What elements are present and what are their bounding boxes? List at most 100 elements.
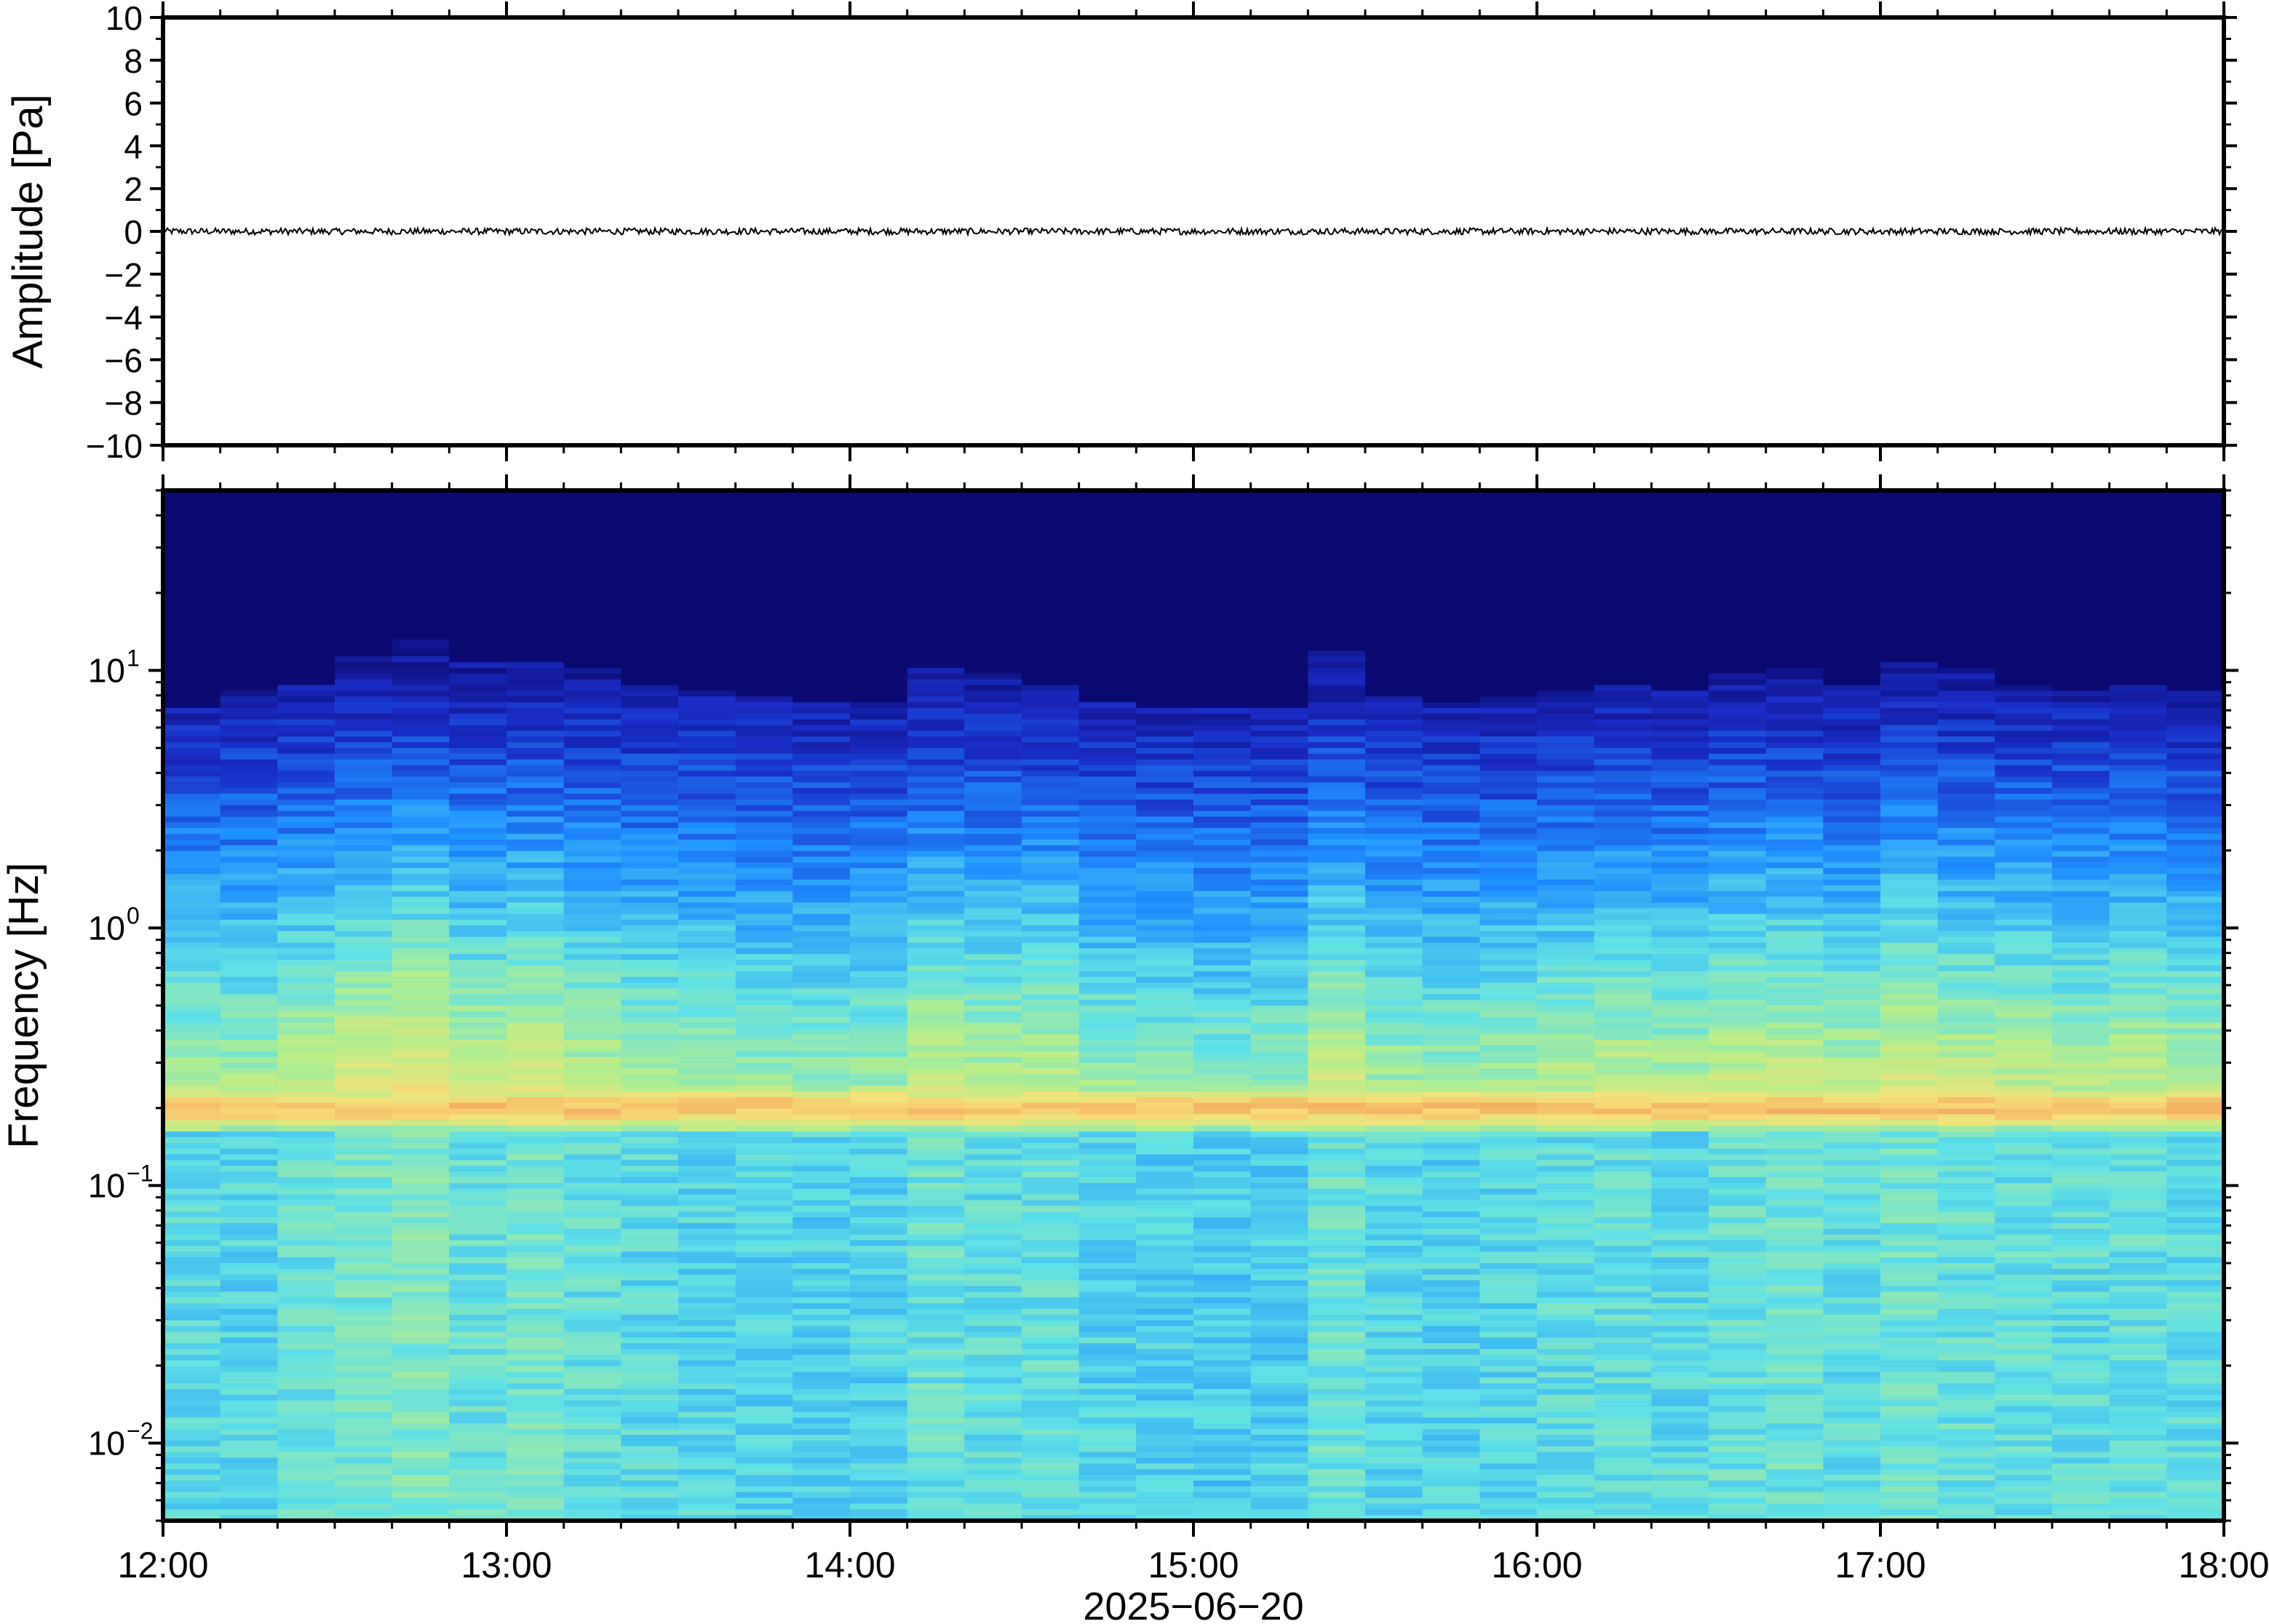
spectrogram-cell <box>1365 519 1423 525</box>
spectrogram-cell <box>1651 1126 1709 1132</box>
spectrogram-cell <box>277 1515 335 1521</box>
spectrogram-cell <box>392 679 450 686</box>
spectrogram-cell <box>563 1263 621 1270</box>
spectrogram-cell <box>1078 925 1137 932</box>
spectrogram-cell <box>1078 1497 1137 1504</box>
spectrogram-cell <box>1651 839 1709 846</box>
spectrogram-cell <box>1022 1349 1080 1356</box>
spectrogram-cell <box>1078 1108 1137 1115</box>
spectrogram-cell <box>1709 587 1767 594</box>
spectrogram-cell <box>392 1435 450 1441</box>
spectrogram-cell <box>735 1154 793 1161</box>
spectrogram-cell <box>335 1297 393 1304</box>
spectrogram-cell <box>678 742 736 749</box>
spectrogram-cell <box>392 1469 450 1476</box>
spectrogram-cell <box>792 639 851 645</box>
spectrogram-cell <box>163 667 221 674</box>
spectrogram-cell <box>449 1228 507 1235</box>
spectrogram-cell <box>678 828 736 835</box>
spectrogram-cell <box>792 1182 851 1190</box>
spectrogram-cell <box>277 1056 335 1064</box>
spectrogram-cell <box>1022 616 1080 623</box>
spectrogram-cell <box>1365 1211 1423 1218</box>
spectrogram-cell <box>1537 536 1595 543</box>
spectrogram-cell <box>163 1154 221 1161</box>
spectrogram-cell <box>1308 530 1366 537</box>
spectrogram-cell <box>277 1142 335 1150</box>
spectrogram-cell <box>1594 1257 1652 1264</box>
spectrogram-cell <box>1651 1142 1709 1150</box>
spectrogram-cell <box>1709 799 1767 806</box>
spectrogram-cell <box>678 1286 736 1292</box>
spectrogram-cell <box>220 1440 278 1447</box>
spectrogram-cell <box>621 1177 679 1184</box>
spectrogram-cell <box>1193 1400 1252 1407</box>
spectrogram-cell <box>850 1377 908 1384</box>
spectrogram-cell <box>850 1326 908 1332</box>
spectrogram-cell <box>1308 1475 1366 1481</box>
spectrogram-cell <box>1479 1222 1538 1230</box>
spectrogram-cell <box>907 1154 965 1161</box>
spectrogram-cell <box>335 1314 393 1321</box>
spectrogram-cell <box>907 925 965 932</box>
spectrogram-cell <box>1422 645 1480 651</box>
spectrogram-cell <box>220 994 278 1000</box>
spectrogram-cell <box>220 621 278 629</box>
spectrogram-cell <box>1250 1022 1308 1030</box>
spectrogram-cell <box>392 954 450 960</box>
spectrogram-cell <box>1308 553 1366 560</box>
spectrogram-cell <box>792 914 851 920</box>
spectrogram-cell <box>449 679 507 686</box>
spectrogram-cell <box>1193 610 1252 617</box>
spectrogram-cell <box>1078 1160 1137 1166</box>
spectrogram-cell <box>850 851 908 858</box>
spectrogram-cell <box>1078 1360 1137 1367</box>
spectrogram-cell <box>1594 1206 1652 1212</box>
spectrogram-cell <box>792 874 851 880</box>
spectrogram-cell <box>621 765 679 772</box>
spectrogram-cell <box>392 690 450 697</box>
spectrogram-cell <box>1308 1148 1366 1155</box>
spectrogram-cell <box>1709 1034 1767 1040</box>
spectrogram-cell <box>1193 1446 1252 1453</box>
spectrogram-cell <box>1308 1074 1366 1080</box>
spectrogram-cell <box>1537 782 1595 789</box>
spectrogram-cell <box>1479 621 1538 629</box>
spectrogram-cell <box>1022 782 1080 789</box>
spectrogram-cell <box>563 1051 621 1058</box>
spectrogram-cell <box>964 1228 1022 1235</box>
spectrogram-cell <box>621 805 679 812</box>
spectrogram-cell <box>1651 1480 1709 1487</box>
spectrogram-cell <box>1022 1211 1080 1218</box>
spectrogram-cell <box>1709 530 1767 537</box>
spectrogram-cell <box>907 942 965 949</box>
spectrogram-cell <box>1422 1154 1480 1161</box>
spectrogram-cell <box>792 570 851 577</box>
spectrogram-cell <box>1479 936 1538 944</box>
spectrogram-cell <box>563 1457 621 1464</box>
spectrogram-cell <box>1479 845 1538 852</box>
spectrogram-cell <box>1078 1308 1137 1315</box>
spectrogram-cell <box>964 1006 1022 1012</box>
spectrogram-cell <box>1078 868 1137 875</box>
spectrogram-cell <box>220 576 278 583</box>
spectrogram-cell <box>1537 920 1595 926</box>
spectrogram-cell <box>1078 1297 1137 1304</box>
spectrogram-cell <box>163 776 221 783</box>
spectrogram-cell <box>1250 1206 1308 1212</box>
spectrogram-cell <box>1422 1080 1480 1086</box>
spectrogram-cell <box>792 1154 851 1161</box>
spectrogram-cell <box>1022 610 1080 617</box>
spectrogram-cell <box>1022 902 1080 909</box>
spectrogram-cell <box>621 507 679 514</box>
spectrogram-cell <box>163 1383 221 1390</box>
spectrogram-cell <box>506 1034 565 1040</box>
spectrogram-cell <box>220 1286 278 1292</box>
spectrogram-cell <box>1193 1246 1252 1252</box>
spectrogram-cell <box>449 788 507 795</box>
spectrogram-cell <box>907 656 965 663</box>
spectrogram-cell <box>220 1206 278 1212</box>
spectrogram-cell <box>392 1440 450 1447</box>
spectrogram-cell <box>1479 874 1538 880</box>
spectrogram-cell <box>1136 771 1194 777</box>
